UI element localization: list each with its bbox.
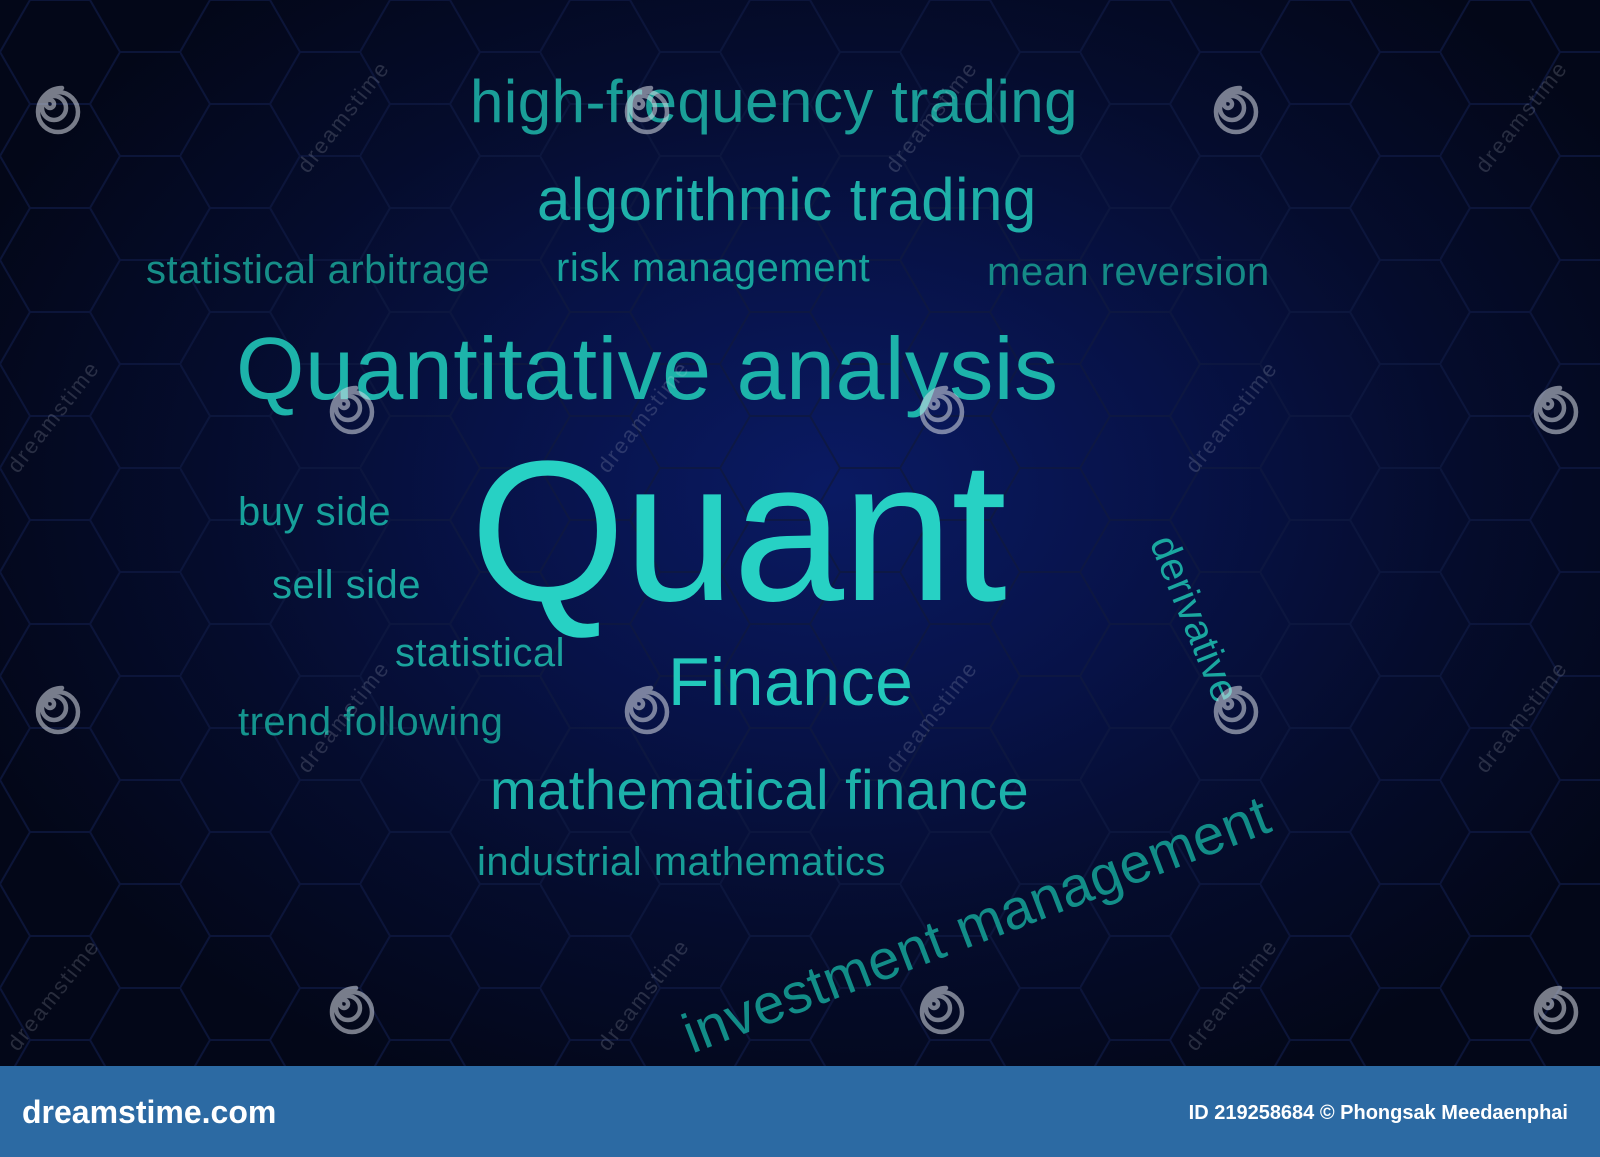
word-trend-following: trend following [238, 700, 504, 744]
word-algorithmic-trading: algorithmic trading [537, 166, 1037, 233]
word-finance: Finance [668, 644, 914, 720]
word-high-frequency-trading: high-frequency trading [470, 68, 1079, 135]
word-sell-side: sell side [272, 563, 422, 607]
spiral-icon [35, 85, 81, 135]
word-mathematical-finance: mathematical finance [490, 758, 1030, 821]
word-buy-side: buy side [238, 490, 391, 534]
spiral-icon [624, 85, 670, 135]
dreamstime-logo[interactable]: dreamstime.com [22, 1094, 277, 1130]
spiral-icon [329, 985, 375, 1035]
word-industrial-mathematics: industrial mathematics [477, 840, 886, 884]
credit-footer: dreamstime.com ID 219258684 © Phongsak M… [0, 1066, 1600, 1157]
spiral-icon [1533, 385, 1579, 435]
word-statistical: statistical [395, 631, 565, 675]
word-statistical-arbitrage: statistical arbitrage [146, 248, 490, 292]
spiral-icon [329, 385, 375, 435]
hexagon-pattern [0, 0, 1600, 1066]
spiral-icon [919, 985, 965, 1035]
spiral-icon [35, 685, 81, 735]
spiral-icon [919, 385, 965, 435]
word-mean-reversion: mean reversion [987, 250, 1270, 294]
image-credit: ID 219258684 © Phongsak Meedaenphai [1188, 1102, 1568, 1124]
word-quant: Quant [470, 420, 1007, 643]
spiral-icon [1213, 85, 1259, 135]
spiral-icon [624, 685, 670, 735]
spiral-icon [1213, 685, 1259, 735]
word-cloud-image: high-frequency trading algorithmic tradi… [0, 0, 1600, 1066]
word-risk-management: risk management [556, 246, 871, 290]
word-quantitative-analysis: Quantitative analysis [236, 319, 1059, 418]
spiral-icon [1533, 985, 1579, 1035]
